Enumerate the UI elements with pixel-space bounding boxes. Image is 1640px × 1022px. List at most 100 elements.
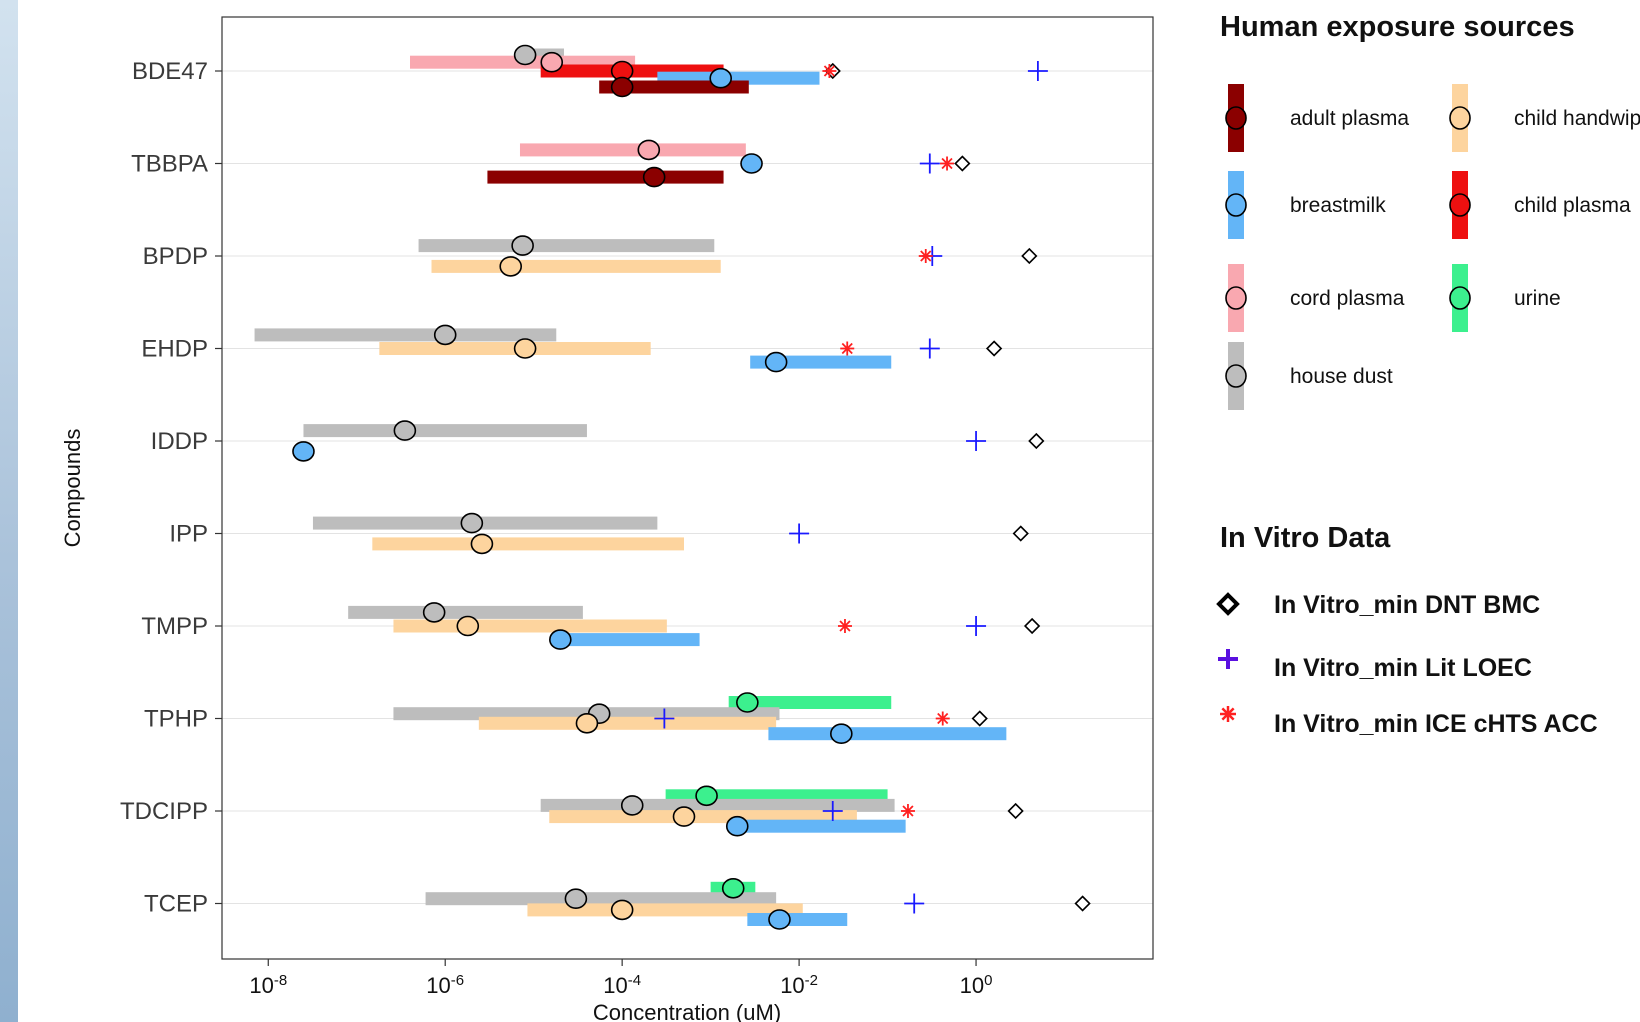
median-dot-bde47-cord-plasma: [540, 51, 564, 73]
bars-layer: [254, 48, 1007, 926]
range-bar-iddp-house-dust: [303, 424, 587, 438]
y-tick-label-ipp: IPP: [169, 521, 208, 548]
median-dot-tcep-house-dust: [564, 888, 588, 910]
x-axis-title: Concentration (uM): [593, 1000, 781, 1022]
invitro-lit-loec-tdcipp: [822, 801, 843, 821]
legend-key-breastmilk: breastmilk: [1225, 171, 1386, 239]
invitro-dnt-bmc-tmpp: [1023, 617, 1041, 635]
invitro-markers-layer: [654, 61, 1091, 914]
legend-label-breastmilk: breastmilk: [1290, 194, 1386, 217]
median-dot-bpdp-child-handwipe: [499, 256, 523, 277]
invitro-ice-chts-acc-bpdp-spoke: [920, 250, 932, 262]
invitro-ice-chts-acc-bpdp: [918, 249, 933, 263]
legend-label-urine: urine: [1514, 287, 1561, 310]
median-dot-ehdp-house-dust: [433, 324, 457, 346]
legend-swatch-dot: [1225, 286, 1247, 310]
legend-swatch-dot: [1225, 193, 1247, 217]
median-dot-ehdp-child-handwipe: [513, 338, 537, 359]
median-dot-ipp-house-dust: [460, 512, 484, 534]
y-tick-label-bde47: BDE47: [132, 58, 208, 85]
median-dot-tdcipp-child-handwipe: [672, 806, 696, 827]
y-tick-label-ehdp: EHDP: [141, 336, 208, 363]
median-dot-ehdp-breastmilk: [764, 351, 788, 373]
median-dot-tcep-child-handwipe: [610, 899, 634, 921]
invitro-ice-chts-acc-ehdp-spoke: [841, 342, 853, 355]
invitro-ice-chts-acc-tmpp: [837, 619, 852, 633]
y-tick-label-tphp: TPHP: [144, 706, 208, 733]
legend-swatch-dot: [1225, 364, 1247, 388]
legend-invitro-label: In Vitro_min DNT BMC: [1274, 591, 1540, 619]
median-dot-tphp-breastmilk: [830, 723, 853, 745]
legend-key-child-handwip: child handwip: [1449, 84, 1640, 152]
invitro-ice-chts-acc-tphp: [935, 711, 950, 726]
plot-frame: [221, 16, 1154, 960]
legend-key-urine: urine: [1449, 264, 1561, 332]
exposure-legend-title: Human exposure sources: [1220, 11, 1575, 43]
median-dot-iddp-breastmilk: [292, 441, 315, 462]
range-bar-bpdp-house-dust: [418, 239, 715, 253]
range-bar-tphp-child-handwipe: [478, 716, 777, 730]
legend-label-child-handwip: child handwip: [1514, 107, 1640, 130]
y-tick-label-tmpp: TMPP: [141, 613, 208, 640]
legend-swatch-dot: [1449, 286, 1471, 310]
median-dot-ipp-child-handwipe: [470, 533, 494, 555]
legend-label-adult-plasma: adult plasma: [1290, 107, 1409, 130]
range-bar-tmpp-breastmilk: [560, 633, 700, 647]
legend-diamond-icon: [1216, 592, 1240, 616]
invitro-lit-loec-tcep: [904, 893, 925, 914]
invitro-lit-loec-tphp: [654, 708, 675, 729]
median-dot-tphp-urine: [736, 692, 759, 713]
legend-invitro-label: In Vitro_min Lit LOEC: [1274, 654, 1532, 682]
median-dot-tdcipp-breastmilk: [725, 815, 749, 837]
invitro-lit-loec-tmpp: [966, 616, 987, 636]
y-axis-title: Compounds: [60, 429, 85, 548]
range-bar-tdcipp-house-dust: [540, 798, 895, 812]
range-bar-tmpp-house-dust: [348, 605, 583, 619]
y-tick-label-bpdp: BPDP: [143, 243, 208, 270]
x-tick-label: 10-4: [603, 972, 641, 999]
median-dots-layer: [292, 44, 853, 930]
invitro-legend-title: In Vitro Data: [1220, 522, 1391, 554]
invitro-dnt-bmc-bpdp: [1021, 247, 1038, 265]
y-tick-label-tdcipp: TDCIPP: [120, 798, 208, 825]
invitro-lit-loec-ehdp: [919, 338, 940, 359]
invitro-dnt-bmc-ipp: [1012, 525, 1029, 542]
legend-key-house-dust: house dust: [1225, 342, 1393, 410]
invitro-lit-loec-bde47: [1027, 61, 1048, 81]
invitro-ice-chts-acc-tdcipp-spoke: [902, 805, 914, 817]
x-axis: 10-8 10-6 10-4 10-2 100: [249, 959, 992, 998]
median-dot-tcep-breastmilk: [768, 909, 791, 930]
x-tick-label: 10-8: [249, 972, 287, 999]
invitro-lit-loec-ipp: [789, 523, 810, 544]
median-dot-tdcipp-house-dust: [620, 795, 644, 816]
legend-key-adult-plasma: adult plasma: [1225, 84, 1409, 152]
invitro-dnt-bmc-tphp: [971, 710, 988, 727]
range-bar-tbbpa-adult-plasma: [487, 170, 724, 184]
legend-label-house-dust: house dust: [1290, 365, 1393, 388]
y-axis: BDE47 TBBPA BPDP EHDP IDDP IPP TMPP TPHP TDCIPP T…: [120, 58, 222, 918]
invitro-legend-items: In Vitro_min DNT BMC In Vitro_min Lit LOE…: [1216, 591, 1598, 738]
legend-invitro-label: In Vitro_min ICE cHTS ACC: [1274, 710, 1598, 738]
median-dot-tmpp-breastmilk: [549, 629, 572, 650]
range-bar-tbbpa-cord-plasma: [519, 143, 746, 157]
range-bar-tphp-breastmilk: [768, 727, 1007, 741]
legend-invitro-in-vitro-min-lit-loec: In Vitro_min Lit LOEC: [1218, 649, 1532, 682]
invitro-ice-chts-acc-tphp-spoke: [937, 712, 949, 725]
range-bar-tcep-house-dust: [425, 892, 777, 906]
median-dot-tmpp-child-handwipe: [456, 615, 480, 637]
median-dot-tmpp-house-dust: [422, 602, 446, 623]
median-dot-iddp-house-dust: [393, 420, 417, 441]
range-bar-tcep-breastmilk: [747, 913, 848, 926]
legend-swatch-dot: [1225, 106, 1247, 130]
legend-asterisk-icon-spoke: [1221, 707, 1235, 721]
invitro-ice-chts-acc-tbbpa: [940, 156, 955, 171]
y-tick-label-iddp: IDDP: [151, 428, 208, 455]
median-dot-bde47-house-dust: [513, 44, 537, 66]
range-bar-ipp-child-handwipe: [372, 537, 684, 551]
invitro-dnt-bmc-tcep: [1074, 895, 1091, 912]
y-tick-label-tbbpa: TBBPA: [131, 151, 208, 178]
exposure-legend-items: adult plasma breastmilk cord plasma house d…: [1225, 84, 1640, 410]
legend-label-child-plasma: child plasma: [1514, 194, 1631, 217]
left-edge-strip: [0, 0, 18, 1022]
